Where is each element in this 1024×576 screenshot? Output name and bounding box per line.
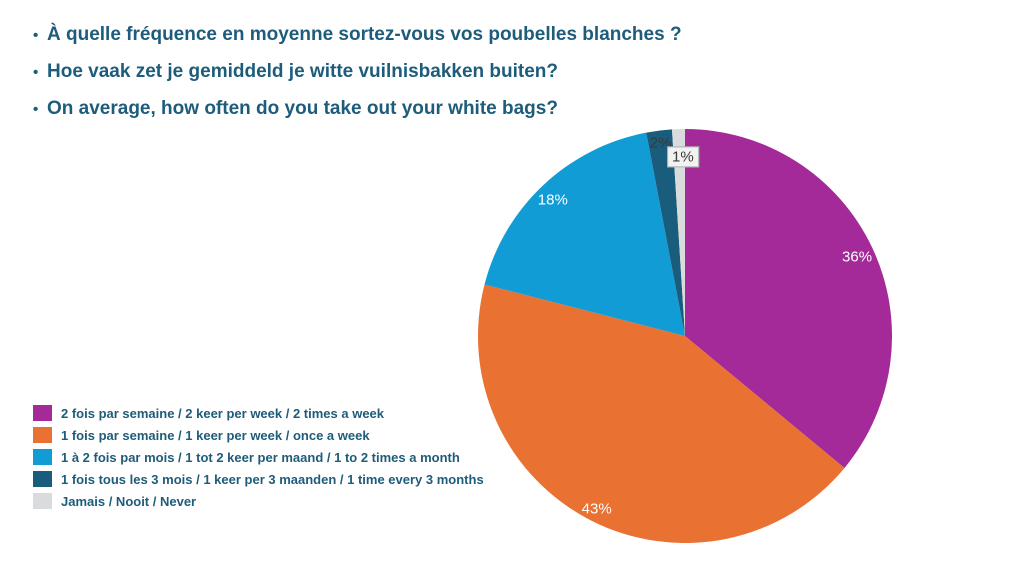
legend-item: 1 fois tous les 3 mois / 1 keer per 3 ma…: [33, 468, 484, 490]
legend-item: 1 fois par semaine / 1 keer per week / o…: [33, 424, 484, 446]
pie-data-label-4: 1%: [667, 145, 699, 168]
legend-label: 1 fois tous les 3 mois / 1 keer per 3 ma…: [61, 471, 484, 487]
pie-slice-4: [672, 129, 685, 336]
legend-item: Jamais / Nooit / Never: [33, 490, 484, 512]
bullet-icon: •: [33, 27, 39, 44]
legend-swatch: [33, 405, 52, 421]
pie-svg: [478, 129, 892, 543]
pie-slice-2: [484, 132, 685, 336]
pie-slice-1: [478, 284, 845, 543]
legend: 2 fois par semaine / 2 keer per week / 2…: [33, 402, 484, 512]
legend-label: Jamais / Nooit / Never: [61, 493, 197, 509]
pie-data-label-1: 43%: [581, 500, 612, 518]
bullet-icon: •: [33, 64, 39, 81]
question-title: • À quelle fréquence en moyenne sortez-v…: [33, 17, 682, 128]
pie-data-label-0: 36%: [842, 248, 873, 266]
pie-slice-3: [646, 129, 685, 336]
legend-label: 1 fois par semaine / 1 keer per week / o…: [61, 427, 370, 443]
legend-swatch: [33, 493, 52, 509]
title-line-french: • À quelle fréquence en moyenne sortez-v…: [33, 17, 682, 54]
title-text-french: À quelle fréquence en moyenne sortez-vou…: [47, 24, 682, 45]
pie-data-label-2: 18%: [537, 191, 568, 209]
title-line-english: • On average, how often do you take out …: [33, 91, 682, 128]
legend-label: 2 fois par semaine / 2 keer per week / 2…: [61, 405, 385, 421]
title-line-dutch: • Hoe vaak zet je gemiddeld je witte vui…: [33, 54, 682, 91]
legend-label: 1 à 2 fois par mois / 1 tot 2 keer per m…: [61, 449, 460, 465]
legend-swatch: [33, 449, 52, 465]
title-text-english: On average, how often do you take out yo…: [47, 98, 558, 119]
title-text-dutch: Hoe vaak zet je gemiddeld je witte vuiln…: [47, 61, 559, 82]
legend-item: 1 à 2 fois par mois / 1 tot 2 keer per m…: [33, 446, 484, 468]
pie-chart: 36% 43% 18% 2% 1%: [478, 129, 892, 543]
pie-slice-0: [685, 129, 892, 468]
pie-data-label-3: 2%: [649, 134, 672, 152]
bullet-icon: •: [33, 101, 39, 118]
legend-item: 2 fois par semaine / 2 keer per week / 2…: [33, 402, 484, 424]
legend-swatch: [33, 471, 52, 487]
legend-swatch: [33, 427, 52, 443]
